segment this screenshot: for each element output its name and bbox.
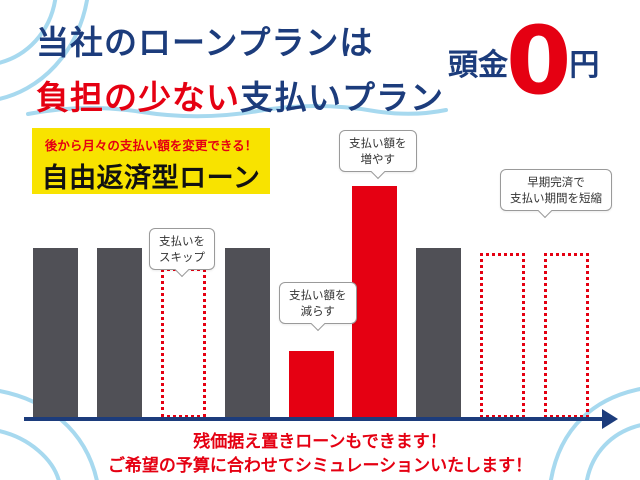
downpayment-label-right: 円: [569, 48, 600, 83]
footer-message-2: ご希望の予算に合わせてシミュレーションいたします！: [107, 456, 533, 476]
flexible-loan-title: 自由返済型ローン: [41, 163, 261, 194]
payment-bar-gray: [96, 248, 142, 418]
callout-text: 支払い額を: [289, 288, 347, 302]
time-axis-arrowhead-icon: [602, 409, 618, 429]
flexible-loan-subtitle: 後から月々の支払い額を変更できる！: [44, 138, 258, 153]
flexible-loan-box: 後から月々の支払い額を変更できる！ 自由返済型ローン: [32, 128, 270, 194]
callout-text: 増やす: [360, 152, 396, 167]
payment-bar-gray: [416, 248, 462, 418]
callout-increase-payment: 支払い額を 増やす: [339, 130, 417, 173]
callout-text: 支払い期間を短縮: [510, 191, 602, 206]
callout-skip-payment: 支払いを スキップ: [149, 228, 215, 271]
title-line2-rest: 支払いプラン: [240, 78, 444, 117]
downpayment-zero: 0: [506, 7, 572, 117]
downpayment-label-left: 頭金: [448, 48, 508, 83]
callout-text: 支払い額を: [349, 136, 407, 150]
payment-bar-dotted-outline: [480, 253, 526, 418]
payment-bar-dotted-outline: [160, 268, 206, 418]
payment-bar-dotted-outline: [544, 253, 589, 418]
callout-text: 支払いを: [159, 234, 205, 248]
payment-bar-gray: [33, 248, 78, 418]
payment-bar-red: [352, 186, 398, 418]
callout-text: 早期完済で: [527, 175, 585, 189]
payment-bar-chart: [33, 186, 589, 418]
callout-text: 減らす: [300, 304, 335, 319]
title-line2: 負担の少ない支払いプラン: [36, 71, 444, 119]
callout-decrease-payment: 支払い額を 減らす: [279, 282, 357, 325]
title-line1: 当社のローンプランは: [36, 23, 374, 62]
downpayment-badge: 頭金 0 円: [448, 14, 599, 110]
footer-message-1: 残価据え置きローンもできます！: [193, 432, 447, 452]
payment-bar-red: [288, 351, 334, 418]
callout-early-payoff: 早期完済で 支払い期間を短縮: [500, 169, 612, 212]
title-line2-emphasis: 負担の少ない: [36, 78, 240, 117]
time-axis: [24, 417, 606, 421]
payment-bar-gray: [224, 248, 270, 418]
callout-text: スキップ: [159, 250, 205, 265]
main-title: 当社のローンプランは 負担の少ない支払いプラン: [36, 16, 444, 119]
